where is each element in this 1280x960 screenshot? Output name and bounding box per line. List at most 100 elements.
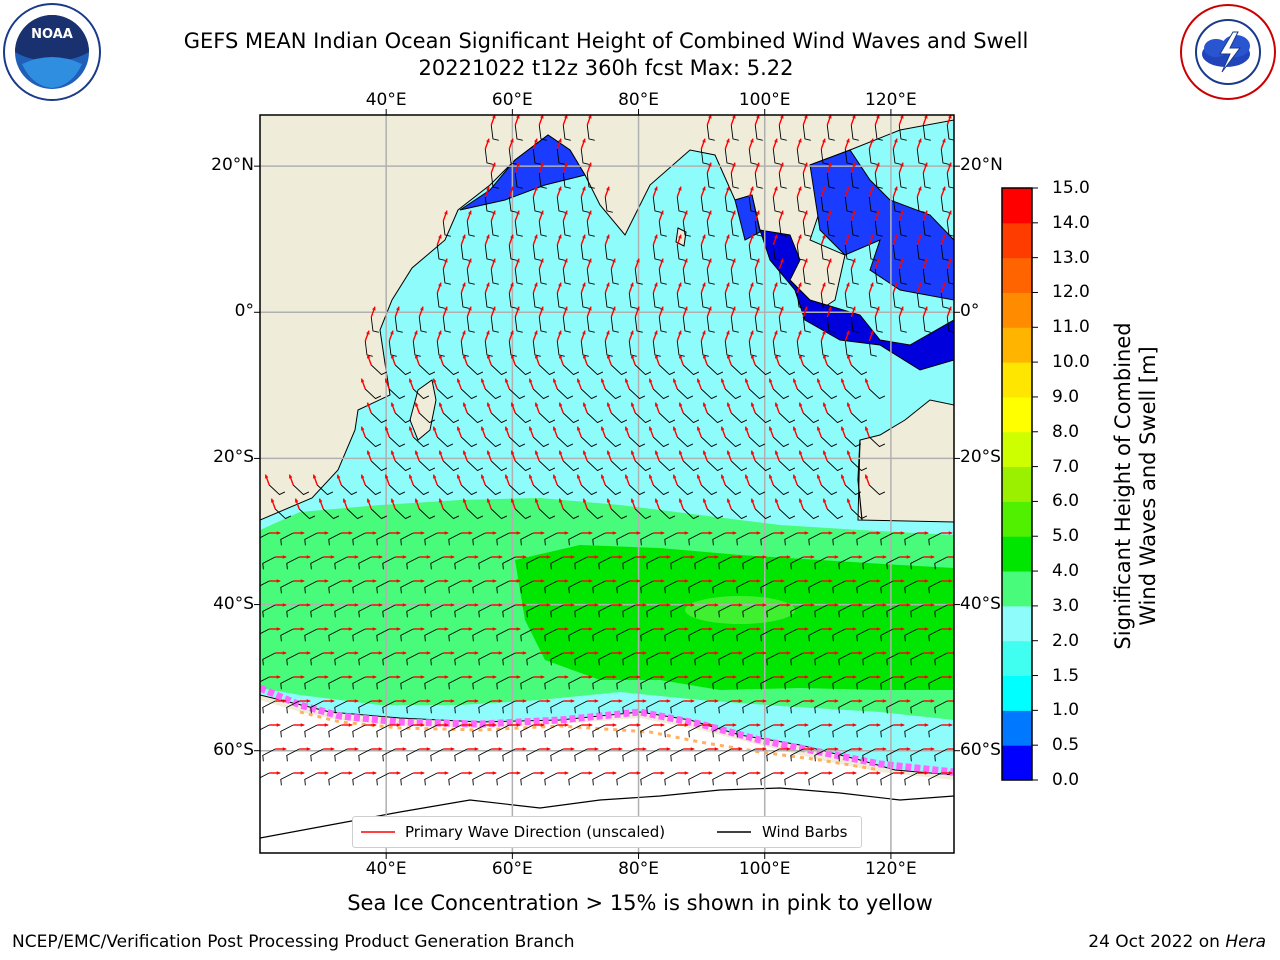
wave-arrow-head — [474, 651, 479, 655]
colorbar-segment — [1002, 188, 1032, 224]
wave-arrow-head — [360, 378, 365, 383]
wind-barb — [634, 364, 652, 376]
wave-arrow-head — [708, 771, 713, 775]
wave-arrow-head — [468, 627, 473, 631]
wind-barb — [712, 724, 726, 738]
wave-arrow-head — [348, 675, 353, 679]
wind-barb — [262, 700, 276, 714]
wave-arrow-head — [708, 531, 713, 535]
wave-arrow-head — [522, 651, 527, 655]
wind-barb — [748, 148, 757, 165]
wind-barb — [946, 220, 954, 237]
wave-arrow-head — [480, 426, 485, 431]
wave-arrow-head — [306, 555, 311, 559]
wave-arrow-head — [612, 675, 617, 679]
wind-barb — [490, 316, 499, 333]
wave-arrow-head — [582, 330, 586, 335]
wind-barb — [850, 364, 868, 376]
wind-barb — [652, 292, 661, 309]
wave-arrow-head — [714, 747, 719, 751]
wind-barb — [556, 244, 565, 261]
wind-barb — [850, 508, 868, 520]
wind-barb — [940, 244, 949, 261]
wave-arrow-head — [948, 162, 952, 167]
wind-barb — [472, 580, 486, 594]
wind-barb — [538, 124, 547, 141]
wind-barb — [502, 748, 516, 762]
wave-arrow-head — [696, 474, 701, 479]
wind-barb — [574, 604, 588, 618]
wind-barb — [424, 772, 438, 786]
wave-arrow-head — [732, 771, 737, 775]
wind-barb — [640, 772, 654, 786]
wave-arrow-head — [558, 402, 563, 407]
wind-barb — [886, 556, 900, 570]
wave-arrow-head — [606, 234, 610, 239]
lat-tick-label-right: 40°S — [960, 593, 1001, 614]
wave-arrow-head — [876, 627, 881, 631]
wind-barb — [670, 652, 684, 666]
wave-arrow-head — [420, 306, 424, 311]
wind-barb — [670, 700, 684, 714]
wave-arrow-head — [588, 675, 593, 679]
wind-barb — [556, 436, 574, 448]
wind-barb — [670, 556, 684, 570]
wind-barb — [682, 220, 691, 237]
wave-arrow-head — [354, 747, 359, 751]
wind-barb — [628, 388, 646, 400]
wind-barb — [940, 196, 949, 213]
wave-arrow-head — [810, 651, 815, 655]
wind-barb — [850, 268, 859, 285]
wave-arrow-head — [720, 378, 725, 383]
wind-barb — [784, 772, 798, 786]
wave-arrow-head — [684, 579, 689, 583]
wind-barb — [856, 532, 870, 546]
wave-arrow-head — [408, 378, 413, 383]
wind-barb — [592, 628, 606, 642]
wind-barb — [562, 508, 580, 520]
wave-arrow-head — [636, 258, 640, 263]
wind-barb — [730, 172, 739, 189]
wave-arrow-head — [480, 474, 485, 479]
wind-barb — [784, 580, 798, 594]
wave-arrow-head — [804, 627, 809, 631]
wind-barb — [580, 436, 598, 448]
wind-barb — [526, 652, 540, 666]
wind-barb — [808, 676, 822, 690]
lat-tick-label-right: 20°S — [960, 447, 1001, 468]
wind-barb — [544, 532, 558, 546]
wind-barb — [700, 292, 709, 309]
wave-arrow-head — [282, 651, 287, 655]
wave-arrow-head — [822, 450, 827, 455]
wind-barb — [490, 364, 508, 376]
wind-barb — [328, 628, 342, 642]
wind-barb — [562, 412, 580, 424]
wave-arrow-head — [570, 651, 575, 655]
wave-arrow-head — [816, 378, 821, 383]
wave-arrow-head — [738, 603, 743, 607]
wind-barb — [916, 292, 925, 309]
wind-barb — [724, 196, 733, 213]
wave-arrow-head — [606, 354, 611, 359]
wind-barb — [778, 172, 787, 189]
wave-arrow-head — [588, 210, 592, 215]
wave-arrow-head — [606, 498, 611, 503]
wave-arrow-head — [864, 426, 869, 431]
wave-arrow-head — [780, 115, 784, 119]
wave-arrow-head — [948, 531, 953, 535]
wind-barb — [922, 316, 931, 333]
wind-barb — [370, 460, 388, 472]
wave-arrow-head — [402, 603, 407, 607]
wave-arrow-head — [702, 450, 707, 455]
wind-barb — [424, 724, 438, 738]
wind-barb — [418, 316, 427, 333]
wave-arrow-head — [708, 162, 712, 167]
colorbar-tick-label: 4.0 — [1052, 561, 1080, 582]
wave-arrow-head — [510, 282, 514, 287]
footer-branch: NCEP/EMC/Verification Post Processing Pr… — [12, 932, 575, 952]
wave-arrow-head — [528, 474, 533, 479]
wave-arrow-head — [762, 555, 767, 559]
wave-arrow-head — [468, 531, 473, 535]
wave-arrow-head — [732, 627, 737, 631]
wind-barb — [730, 124, 739, 141]
